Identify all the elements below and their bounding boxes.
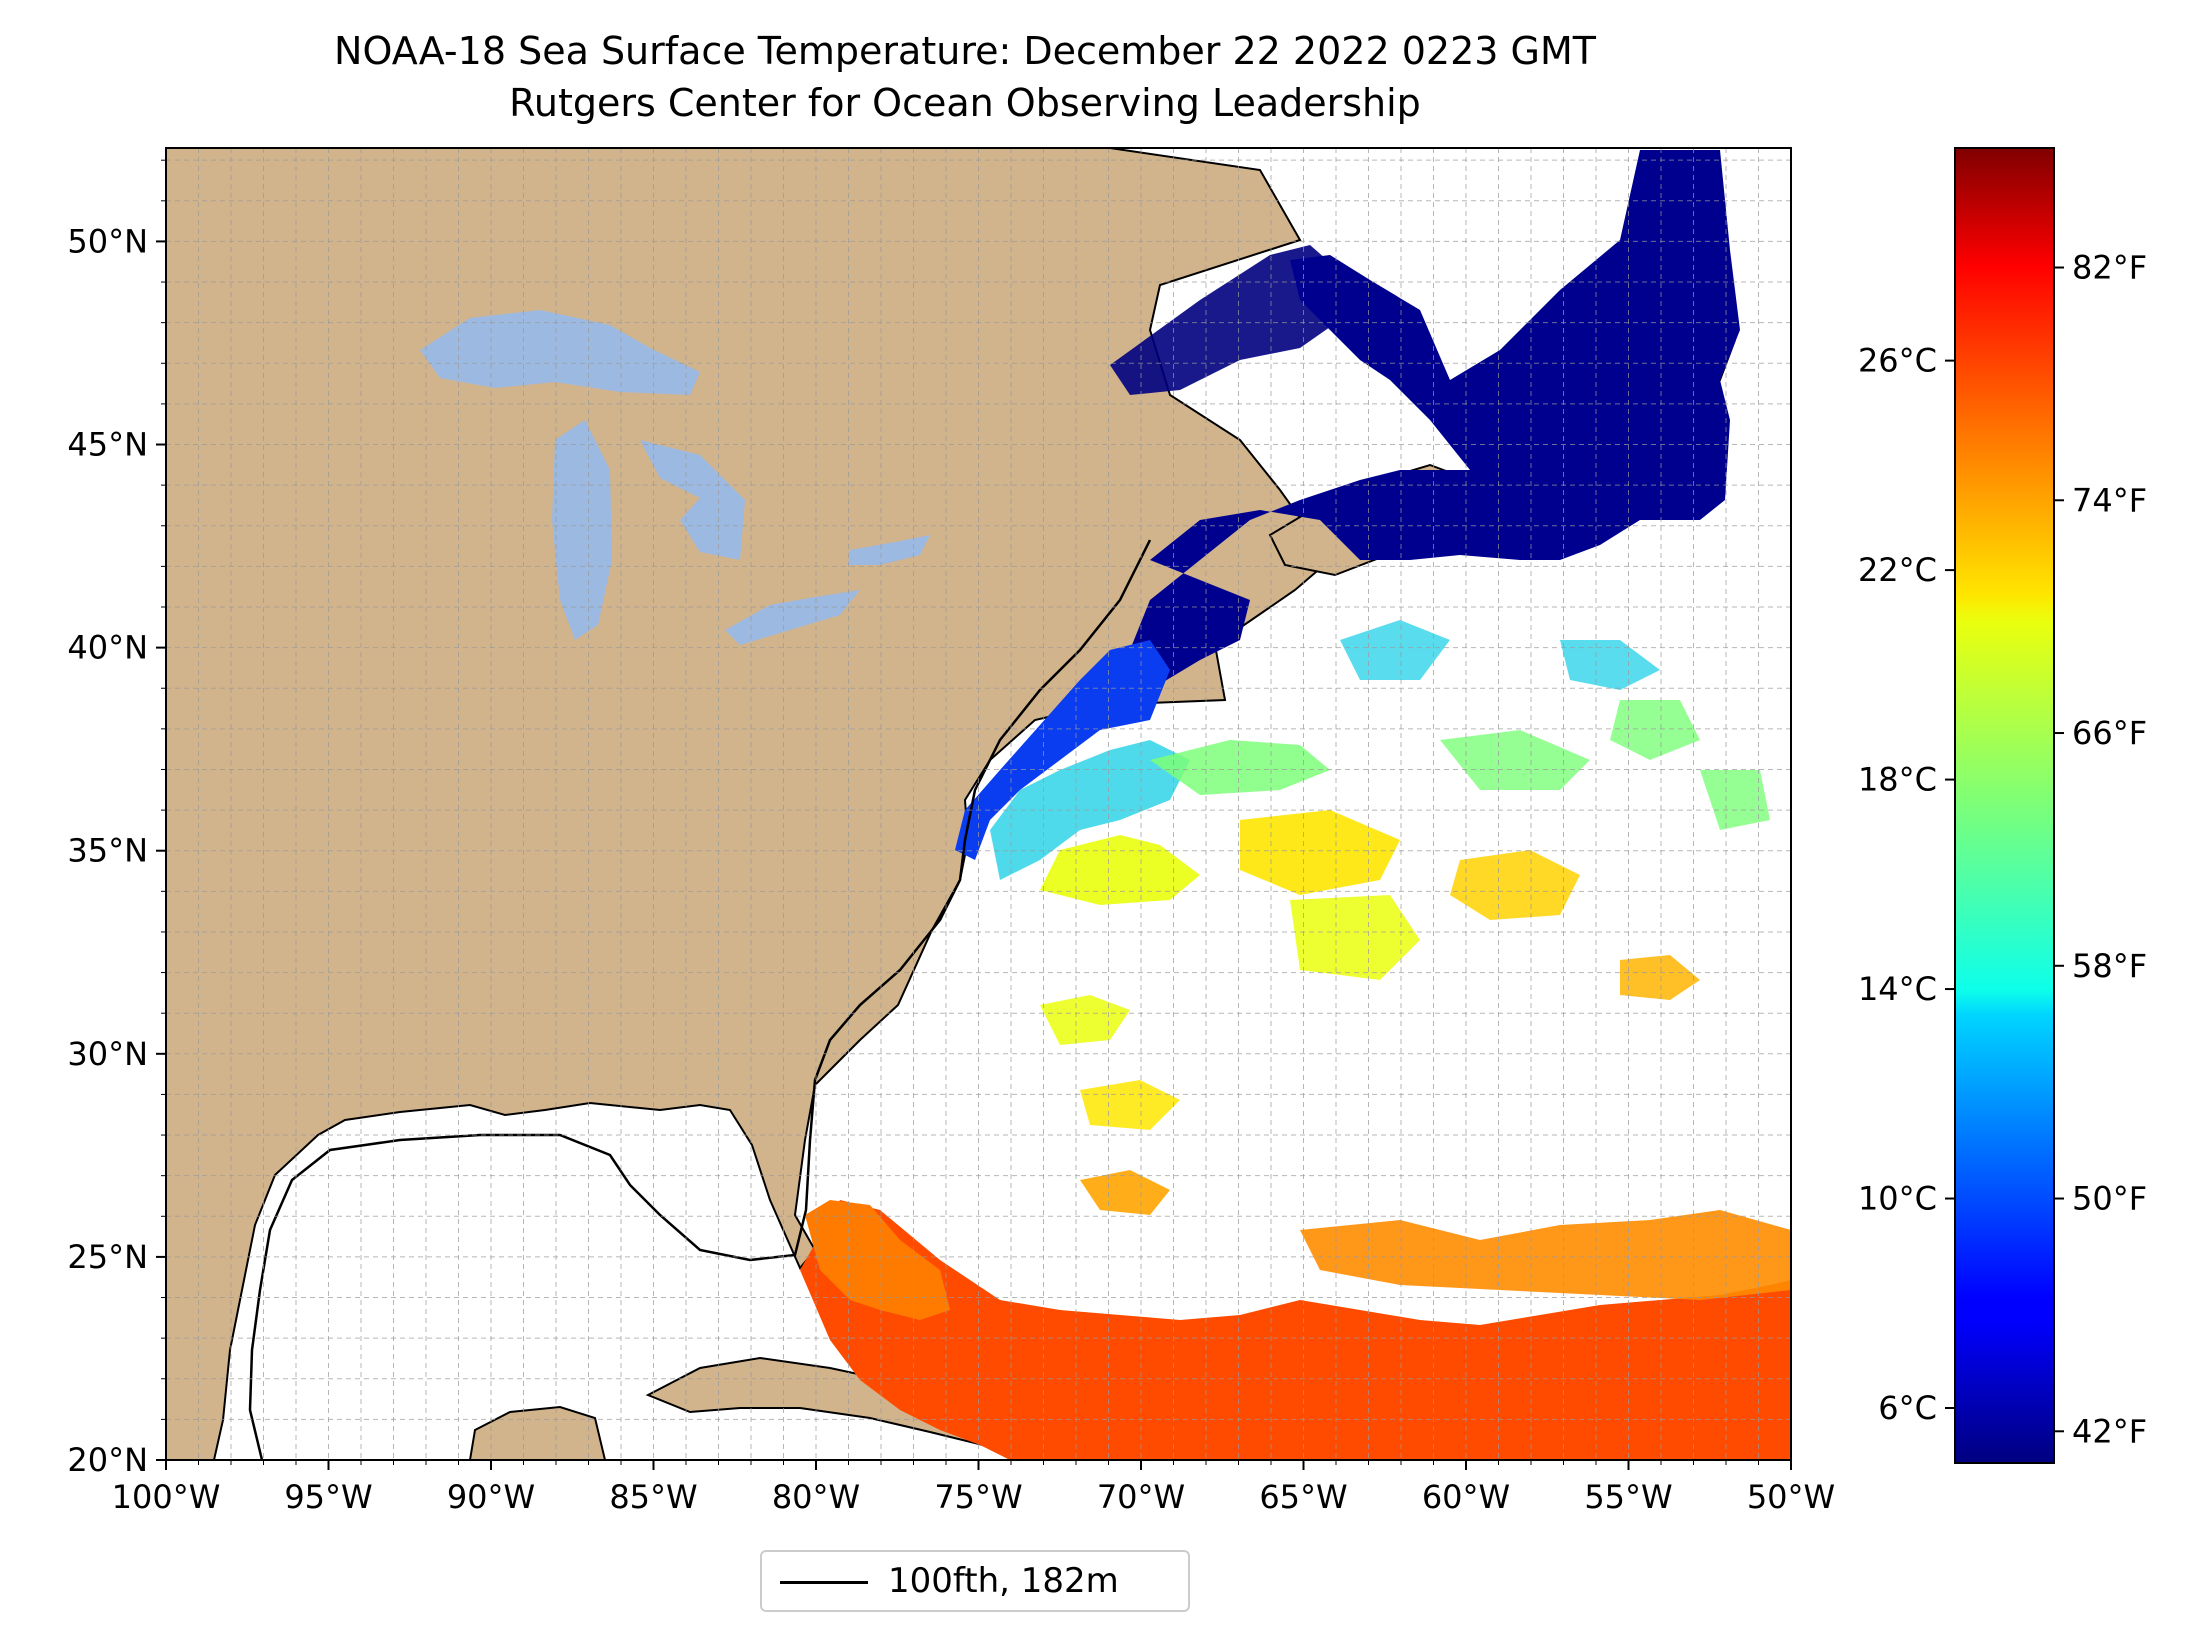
lon-tick-label: 85°W (609, 1478, 697, 1516)
fahrenheit-tick-label: 50°F (2072, 1180, 2147, 1218)
celsius-tick-label: 14°C (1858, 970, 1937, 1008)
lon-tick-label: 80°W (772, 1478, 860, 1516)
lon-tick-label: 70°W (1097, 1478, 1185, 1516)
map-legend: 100fth, 182m (760, 1550, 1190, 1612)
fahrenheit-tick-label: 58°F (2072, 947, 2147, 985)
chart-title: NOAA-18 Sea Surface Temperature: Decembe… (334, 29, 1596, 73)
celsius-tick-label: 10°C (1858, 1180, 1937, 1218)
map-gridlines (166, 148, 1791, 1460)
sst-cold-shelf (1100, 150, 1740, 690)
lat-tick-label: 30°N (67, 1035, 148, 1073)
lon-tick-label: 90°W (447, 1478, 535, 1516)
lon-tick-label: 75°W (934, 1478, 1022, 1516)
lon-tick-label: 60°W (1422, 1478, 1510, 1516)
legend-isobath-line (780, 1581, 868, 1584)
sst-warm-south (800, 1200, 1791, 1460)
lon-tick-label: 100°W (112, 1478, 221, 1516)
celsius-tick-label: 26°C (1858, 342, 1937, 380)
celsius-tick-label: 6°C (1878, 1389, 1937, 1427)
isobath-100fth (248, 539, 1152, 1460)
lat-tick-label: 50°N (67, 222, 148, 260)
north-america-land (166, 148, 1332, 1460)
lat-tick-label: 40°N (67, 629, 148, 667)
st-lawrence-water (1110, 245, 1350, 395)
lat-tick-label: 45°N (67, 426, 148, 464)
lon-tick-label: 50°W (1747, 1478, 1835, 1516)
lat-tick-label: 25°N (67, 1238, 148, 1276)
colorbar-fahrenheit-axis: 42°F 50°F 58°F 66°F 74°F 82°F (2054, 249, 2147, 1450)
sst-warm-orange-west (805, 1200, 950, 1320)
legend-isobath-label: 100fth, 182m (888, 1561, 1119, 1601)
fahrenheit-tick-label: 66°F (2072, 714, 2147, 752)
sst-mid-atlantic-blue (955, 640, 1170, 860)
lat-tick-label: 35°N (67, 832, 148, 870)
great-lakes (420, 310, 930, 645)
fahrenheit-tick-label: 42°F (2072, 1412, 2147, 1450)
fahrenheit-tick-label: 82°F (2072, 249, 2147, 287)
longitude-axis: 100°W 95°W 90°W 85°W 80°W 75°W 70°W 65°W 60°W 55°… (112, 1460, 1835, 1516)
lon-tick-label: 65°W (1259, 1478, 1347, 1516)
lon-tick-label: 55°W (1584, 1478, 1672, 1516)
sst-slope-cyan (990, 740, 1190, 880)
colorbar-celsius-axis: 6°C 10°C 14°C 18°C 22°C 26°C (1858, 342, 1955, 1427)
fahrenheit-tick-label: 74°F (2072, 481, 2147, 519)
latitude-axis: 20°N 25°N 30°N 35°N 40°N 45°N 50°N (67, 159, 166, 1479)
celsius-tick-label: 18°C (1858, 761, 1937, 799)
sst-warm-patches (1040, 620, 1770, 1215)
celsius-tick-label: 22°C (1858, 551, 1937, 589)
lon-tick-label: 95°W (284, 1478, 372, 1516)
lat-tick-label: 20°N (67, 1441, 148, 1479)
chart-subtitle: Rutgers Center for Ocean Observing Leade… (509, 81, 1421, 125)
sst-warm-orange-band (1300, 1210, 1791, 1300)
colorbar (1954, 147, 2055, 1464)
yucatan-land (468, 1405, 607, 1460)
